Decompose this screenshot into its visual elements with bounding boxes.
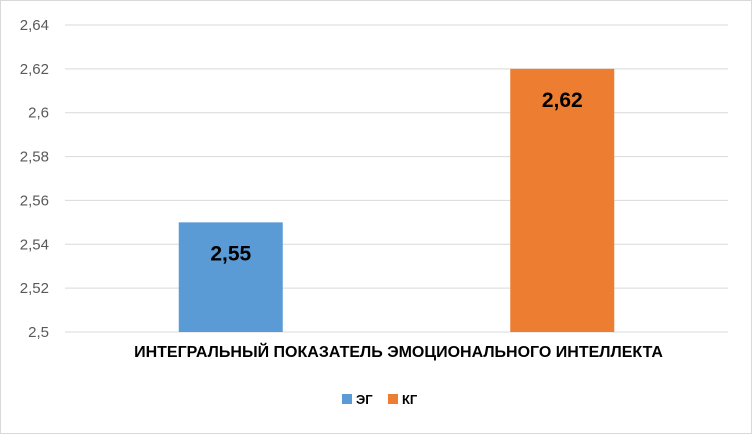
bar-kg — [510, 68, 615, 332]
legend-label: КГ — [402, 392, 418, 407]
legend-label: ЭГ — [356, 392, 373, 407]
y-tick-label: 2,6 — [28, 105, 49, 122]
legend-swatch — [388, 394, 398, 404]
y-tick-label: 2,52 — [20, 280, 49, 297]
y-tick-label: 2,56 — [20, 192, 49, 209]
y-tick-label: 2,54 — [20, 236, 49, 253]
y-tick-label: 2,5 — [28, 324, 49, 341]
data-label: 2,55 — [210, 242, 251, 265]
x-category-label: ИНТЕГРАЛЬНЫЙ ПОКАЗАТЕЛЬ ЭМОЦИОНАЛЬНОГО И… — [134, 342, 663, 361]
y-tick-label: 2,64 — [20, 17, 49, 34]
legend-swatch — [342, 394, 352, 404]
data-label: 2,62 — [542, 89, 583, 112]
y-tick-label: 2,62 — [20, 61, 49, 78]
bar-eg — [178, 222, 283, 332]
y-tick-label: 2,58 — [20, 149, 49, 166]
